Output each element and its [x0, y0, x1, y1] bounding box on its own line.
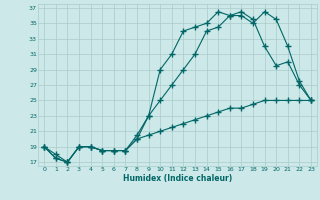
- X-axis label: Humidex (Indice chaleur): Humidex (Indice chaleur): [123, 174, 232, 183]
